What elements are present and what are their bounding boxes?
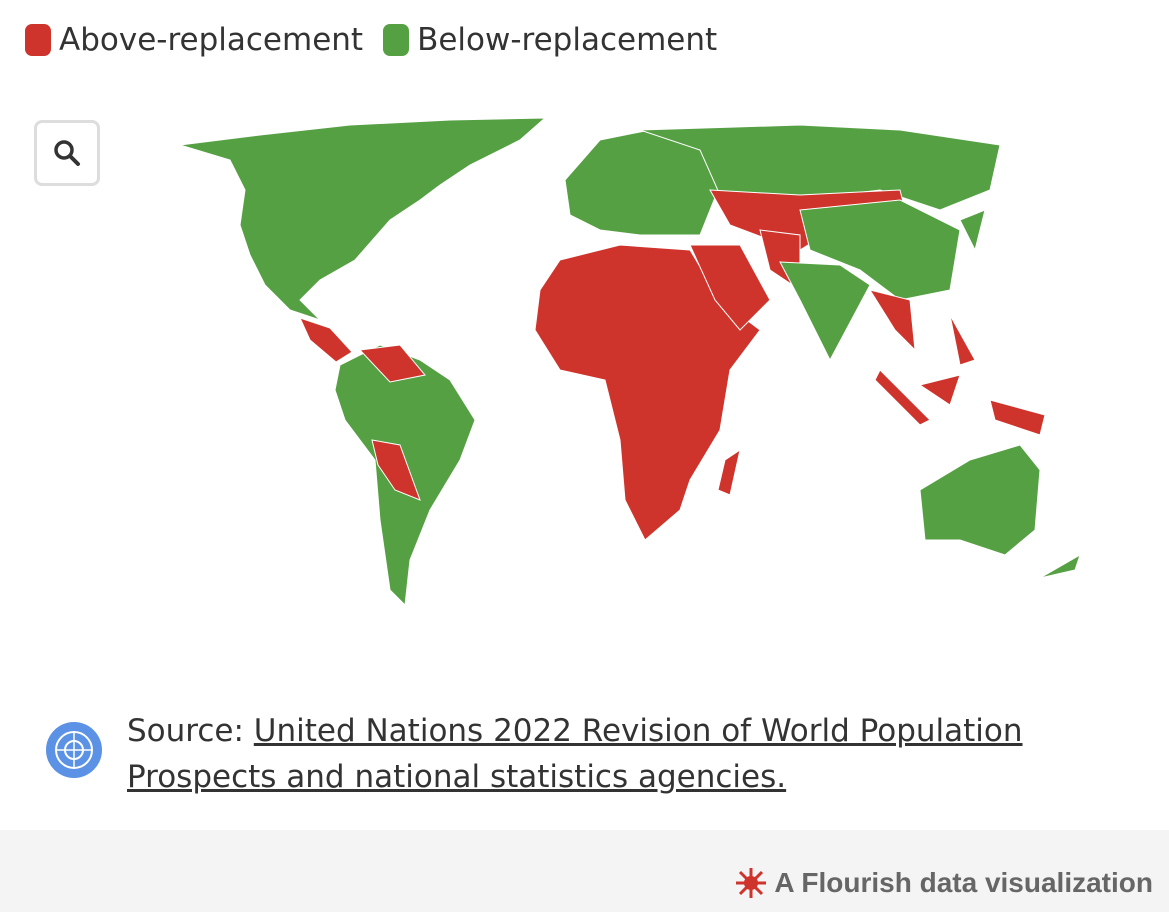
- northern-south-america[interactable]: [358, 344, 426, 383]
- bolivia[interactable]: [371, 439, 421, 501]
- legend-label: Below-replacement: [417, 22, 718, 58]
- legend-item[interactable]: Above-replacement: [25, 22, 363, 58]
- philippines[interactable]: [949, 314, 976, 366]
- footer: A Flourish data visualization: [0, 830, 1169, 912]
- legend-swatch: [25, 24, 51, 56]
- russia[interactable]: [639, 124, 1001, 211]
- world-map[interactable]: [0, 100, 1169, 620]
- legend-label: Above-replacement: [59, 22, 364, 58]
- credit-text: A Flourish data visualization: [774, 867, 1153, 898]
- search-icon: [54, 140, 80, 166]
- new-guinea[interactable]: [989, 399, 1046, 436]
- un-logo: [46, 722, 102, 778]
- north-america[interactable]: [179, 117, 547, 321]
- japan[interactable]: [959, 209, 986, 252]
- middle-east[interactable]: [689, 244, 771, 331]
- source-note: Source: United Nations 2022 Revision of …: [127, 708, 1027, 800]
- search-button[interactable]: [34, 120, 100, 186]
- africa[interactable]: [534, 244, 761, 541]
- mainland-southeast-asia[interactable]: [868, 289, 916, 352]
- china[interactable]: [799, 199, 961, 301]
- borneo[interactable]: [918, 374, 961, 406]
- madagascar[interactable]: [717, 448, 741, 496]
- sumatra-java[interactable]: [874, 369, 931, 426]
- flourish-credit[interactable]: A Flourish data visualization: [734, 866, 1153, 900]
- legend-swatch: [383, 24, 410, 56]
- source-link[interactable]: United Nations 2022 Revision of World Po…: [127, 713, 1023, 795]
- new-zealand[interactable]: [1039, 553, 1081, 579]
- source-label: Source:: [127, 713, 244, 749]
- central-america[interactable]: [299, 317, 353, 363]
- legend: Above-replacement Below-replacement: [25, 22, 717, 58]
- europe[interactable]: [564, 129, 721, 236]
- india[interactable]: [779, 261, 871, 362]
- australia[interactable]: [919, 444, 1041, 556]
- flourish-logo: [736, 868, 767, 898]
- legend-item[interactable]: Below-replacement: [383, 22, 717, 58]
